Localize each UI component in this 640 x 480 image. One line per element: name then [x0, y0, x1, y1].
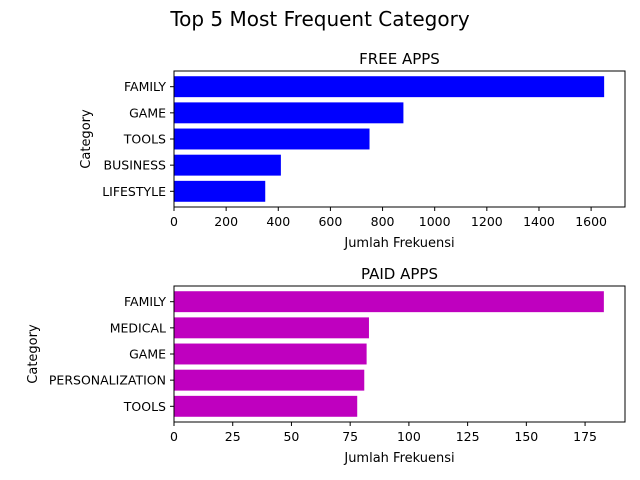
chart2-ytick-label-medical: MEDICAL	[110, 320, 166, 335]
chart1-ytick-label-tools: TOOLS	[123, 132, 166, 147]
chart1-ytick-label-business: BUSINESS	[104, 158, 167, 173]
chart1-xtick-label-1000: 1000	[419, 214, 451, 229]
chart2-bar-personalization	[174, 369, 365, 391]
chart2-bar-tools	[174, 395, 358, 417]
figure-title: Top 5 Most Frequent Category	[169, 7, 470, 31]
chart2-ytick-label-personalization: PERSONALIZATION	[49, 373, 166, 388]
chart1-bar-game	[174, 102, 404, 124]
chart2-xtick-label-175: 175	[573, 429, 597, 444]
chart2-xtick-label-125: 125	[456, 429, 480, 444]
chart1-xtick-label-0: 0	[170, 214, 178, 229]
chart1-bar-lifestyle	[174, 180, 266, 202]
chart1-title: FREE APPS	[359, 50, 440, 68]
chart2-panel: FAMILY MEDICAL GAME PERSONALIZATION TOOLS 0 25…	[26, 265, 626, 466]
chart2-xtick-label-150: 150	[514, 429, 538, 444]
chart1-ylabel: Category	[79, 109, 94, 169]
chart2-bar-medical	[174, 317, 369, 339]
chart2-bar-family	[174, 291, 604, 313]
chart2-xtick-label-50: 50	[283, 429, 299, 444]
chart2-xlabel: Jumlah Frekuensi	[343, 451, 454, 466]
chart2-bar-game	[174, 343, 367, 365]
chart2-xtick-label-75: 75	[342, 429, 358, 444]
chart1-bar-family	[174, 76, 605, 98]
chart1-xtick-label-200: 200	[214, 214, 238, 229]
chart2-title: PAID APPS	[361, 265, 438, 283]
chart1-xlabel: Jumlah Frekuensi	[343, 236, 454, 251]
chart2-axes-frame	[173, 285, 626, 423]
chart1-xtick-label-600: 600	[318, 214, 342, 229]
chart1-ytick-label-lifestyle: LIFESTYLE	[102, 184, 166, 199]
chart2-ylabel: Category	[26, 324, 41, 384]
chart2-xtick-label-25: 25	[225, 429, 241, 444]
chart2-ytick-label-game: GAME	[129, 347, 166, 362]
chart2-ytick-label-tools: TOOLS	[123, 399, 166, 414]
chart1-panel: FAMILY GAME TOOLS BUSINESS LIFESTYLE 0 200 400 6…	[79, 50, 626, 251]
chart2-ytick-label-family: FAMILY	[124, 294, 166, 309]
chart1-xtick-label-800: 800	[371, 214, 395, 229]
chart2-xtick-label-100: 100	[397, 429, 421, 444]
chart1-bar-business	[174, 154, 281, 176]
chart1-ytick-label-game: GAME	[129, 105, 166, 120]
chart1-axes-frame	[173, 70, 626, 208]
chart1-xtick-label-1200: 1200	[471, 214, 503, 229]
chart1-xtick-label-1600: 1600	[575, 214, 607, 229]
chart1-xtick-label-1400: 1400	[523, 214, 555, 229]
chart1-bar-tools	[174, 128, 370, 150]
chart1-ytick-label-family: FAMILY	[124, 79, 166, 94]
chart1-xtick-label-400: 400	[266, 214, 290, 229]
chart2-xtick-label-0: 0	[170, 429, 178, 444]
